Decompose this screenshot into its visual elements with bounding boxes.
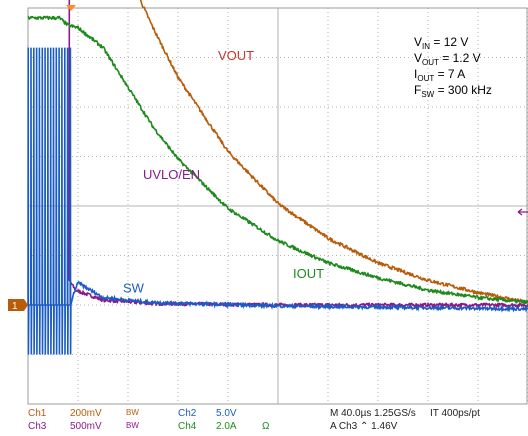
label-uvlo-en: UVLO/EN xyxy=(143,167,200,182)
trigger-level-arrow-icon xyxy=(517,208,528,216)
condition-vout: VOUT = 1.2 V xyxy=(414,51,481,67)
record-length: IT 400ps/pt xyxy=(430,408,480,419)
ch1-bw: BW xyxy=(126,408,139,417)
trace-labels: VOUT UVLO/EN IOUT SW xyxy=(123,48,324,296)
trace-vout xyxy=(139,0,528,304)
ch4-label: Ch4 xyxy=(178,421,197,432)
ch3-scale: 500mV xyxy=(70,421,102,432)
status-bar: Ch1 200mV BW Ch2 5.0V M 40.0µs 1.25GS/s … xyxy=(0,406,528,436)
condition-fsw: FSW = 300 kHz xyxy=(414,83,492,99)
ch2-scale: 5.0V xyxy=(216,408,237,419)
label-vout: VOUT xyxy=(218,48,254,63)
label-sw: SW xyxy=(123,281,145,296)
ch4-unit: Ω xyxy=(262,421,270,432)
trace-iout xyxy=(27,15,528,305)
waveforms xyxy=(27,0,528,355)
trigger-setting: A Ch3 ⌃ 1.46V xyxy=(330,421,398,432)
ch3-bw: BW xyxy=(126,421,139,430)
ch4-scale: 2.0A xyxy=(216,421,237,432)
trace-sw xyxy=(27,47,528,355)
condition-iout: IOUT = 7 A xyxy=(414,67,465,83)
markers: 1 xyxy=(8,5,528,312)
ch3-label: Ch3 xyxy=(28,421,47,432)
trigger-position-marker xyxy=(66,5,76,11)
ch1-label: Ch1 xyxy=(28,408,47,419)
timebase: M 40.0µs 1.25GS/s xyxy=(330,408,416,419)
ch1-scale: 200mV xyxy=(70,408,102,419)
ch1-ground-marker-label: 1 xyxy=(12,301,18,312)
label-iout: IOUT xyxy=(293,266,324,281)
condition-vin: VIN = 12 V xyxy=(414,35,468,51)
ch2-label: Ch2 xyxy=(178,408,197,419)
ch1-ground-marker xyxy=(8,299,28,311)
